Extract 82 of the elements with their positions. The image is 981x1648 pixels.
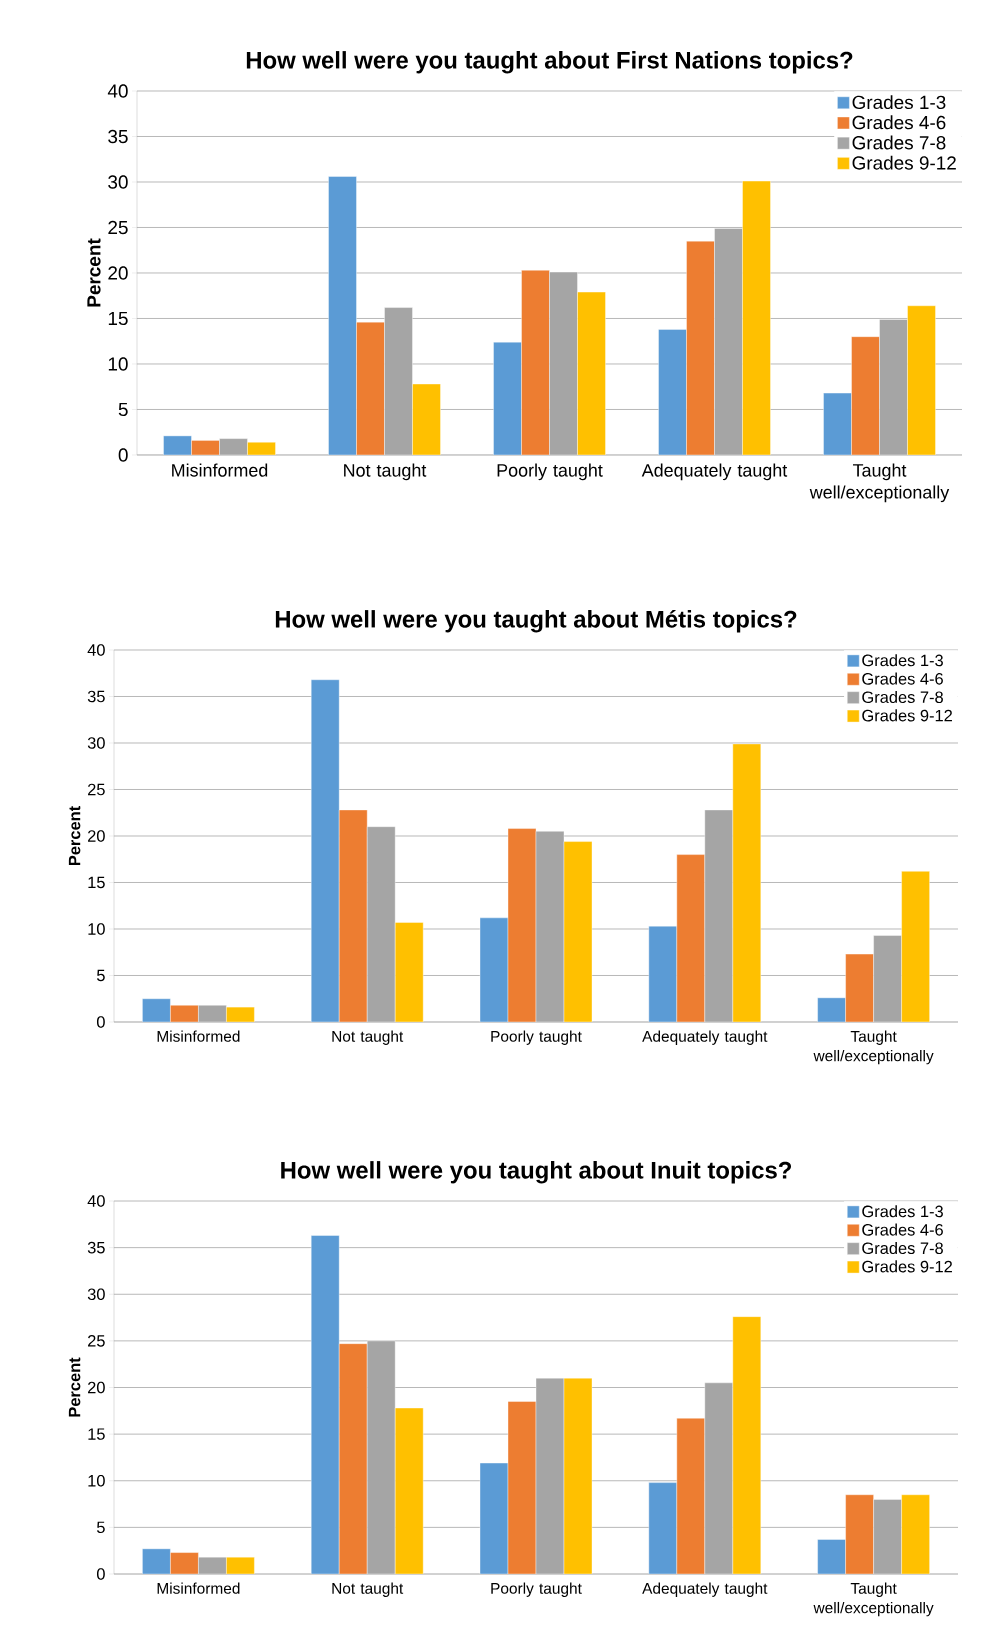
legend-label: Grades 9-12 bbox=[862, 1260, 952, 1273]
bar bbox=[356, 321, 385, 455]
y-tick-label: 5 bbox=[118, 402, 128, 417]
y-tick-label: 5 bbox=[96, 1521, 105, 1534]
y-tick-label: 35 bbox=[87, 690, 105, 703]
legend-label: Grades 1-3 bbox=[852, 95, 946, 110]
legend-label: Grades 7-8 bbox=[852, 135, 946, 150]
bar bbox=[142, 1548, 171, 1574]
legend-label: Grades 7-8 bbox=[862, 690, 943, 704]
bar bbox=[851, 336, 880, 455]
x-tick-label: Poorly taught bbox=[497, 463, 603, 481]
y-tick-label: 0 bbox=[96, 1016, 105, 1028]
bar bbox=[686, 240, 715, 455]
y-tick-label: 5 bbox=[96, 969, 105, 982]
x-tick-label: Adequately taught bbox=[641, 463, 788, 481]
bar bbox=[845, 1494, 874, 1574]
y-tick-label: 10 bbox=[108, 357, 128, 371]
y-tick-label: 25 bbox=[88, 1335, 105, 1347]
bar bbox=[521, 270, 550, 455]
x-tick-label: Taught well/exceptionally bbox=[813, 1582, 934, 1617]
chart-title: How well were you taught about Métis topics? bbox=[275, 609, 797, 633]
y-tick-label: 40 bbox=[87, 644, 105, 656]
y-tick-label: 15 bbox=[108, 311, 128, 326]
y-tick-label: 15 bbox=[88, 876, 105, 889]
bar bbox=[742, 180, 771, 455]
y-tick-label: 20 bbox=[108, 266, 128, 280]
bar bbox=[732, 1316, 761, 1574]
bar bbox=[907, 305, 936, 455]
bar bbox=[395, 1407, 424, 1574]
y-tick-label: 35 bbox=[108, 129, 128, 144]
bar bbox=[648, 1482, 677, 1574]
y-tick-label: 40 bbox=[107, 84, 128, 98]
y-tick-label: 25 bbox=[108, 220, 128, 235]
x-tick-label: Misinformed bbox=[157, 1582, 240, 1594]
x-tick-label: Not taught bbox=[344, 463, 427, 481]
bar bbox=[901, 1494, 930, 1574]
bar bbox=[311, 1235, 340, 1574]
bar bbox=[479, 1462, 509, 1574]
legend-label: Grades 9-12 bbox=[862, 709, 952, 722]
legend-label: Grades 4-6 bbox=[862, 1223, 943, 1236]
y-tick-label: 25 bbox=[88, 783, 105, 796]
y-tick-label: 0 bbox=[118, 448, 128, 462]
chart-title: How well were you taught about Inuit topics? bbox=[281, 1161, 792, 1184]
x-tick-label: Misinformed bbox=[157, 1030, 240, 1042]
y-tick-label: 30 bbox=[108, 175, 128, 189]
y-axis-title: Percent bbox=[68, 1357, 81, 1417]
y-tick-label: 20 bbox=[88, 1381, 105, 1394]
y-tick-label: 35 bbox=[87, 1241, 105, 1254]
legend-label: Grades 1-3 bbox=[862, 654, 943, 667]
legend-label: Grades 7-8 bbox=[862, 1241, 943, 1255]
x-tick-label: Misinformed bbox=[172, 463, 268, 477]
bar bbox=[577, 291, 606, 455]
bar bbox=[676, 1418, 705, 1574]
x-tick-label: Poorly taught bbox=[491, 1030, 582, 1045]
y-tick-label: 15 bbox=[88, 1428, 105, 1440]
y-tick-label: 10 bbox=[88, 923, 105, 935]
y-tick-label: 30 bbox=[87, 1288, 105, 1301]
legend-label: Grades 4-6 bbox=[852, 115, 946, 130]
chart-title: How well were you taught about First Nations topics? bbox=[246, 51, 853, 74]
bar bbox=[563, 1377, 593, 1574]
legend-label: Grades 4-6 bbox=[862, 672, 943, 685]
y-axis-title: Percent bbox=[68, 806, 81, 866]
y-axis-title: Percent bbox=[87, 238, 101, 307]
legend-label: Grades 1-3 bbox=[862, 1205, 943, 1218]
x-tick-label: Taught well/exceptionally bbox=[809, 463, 950, 503]
legend-label: Grades 9-12 bbox=[852, 155, 956, 170]
bar bbox=[339, 1343, 368, 1574]
x-tick-label: Adequately taught bbox=[642, 1582, 768, 1597]
x-tick-label: Not taught bbox=[332, 1030, 404, 1045]
x-tick-label: Adequately taught bbox=[642, 1030, 768, 1045]
y-tick-label: 0 bbox=[96, 1568, 105, 1580]
bar bbox=[412, 383, 441, 455]
x-tick-label: Not taught bbox=[332, 1582, 404, 1597]
y-tick-label: 20 bbox=[88, 830, 105, 842]
y-tick-label: 40 bbox=[87, 1195, 105, 1207]
bar bbox=[817, 1539, 846, 1574]
y-tick-label: 30 bbox=[87, 737, 105, 749]
bar bbox=[170, 1552, 199, 1574]
y-tick-label: 10 bbox=[88, 1474, 105, 1487]
bar bbox=[507, 1401, 537, 1574]
x-tick-label: Taught well/exceptionally bbox=[813, 1030, 934, 1065]
x-tick-label: Poorly taught bbox=[491, 1582, 582, 1597]
